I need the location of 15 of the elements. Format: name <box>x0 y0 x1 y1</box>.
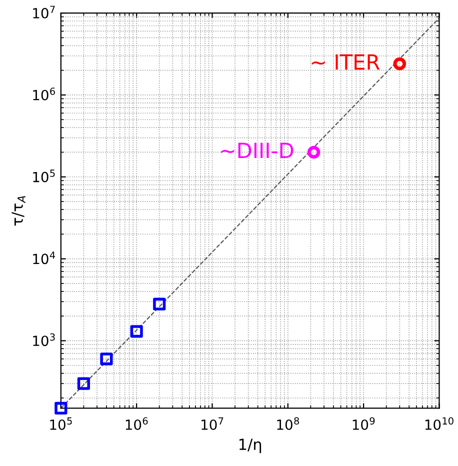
y-tick-label: 10$^{6}$ <box>33 88 55 100</box>
x-tick-label: 10$^{10}$ <box>425 417 454 430</box>
annotation: ~DIII-D <box>221 142 294 158</box>
x-tick-label: 10$^{9}$ <box>352 417 375 430</box>
y-tick-label: 10$^{7}$ <box>33 6 55 18</box>
y-axis-title: τ/τ$_{A}$ <box>12 196 26 226</box>
x-tick-label: 10$^{7}$ <box>202 417 224 430</box>
x-tick-label: 10$^{8}$ <box>277 417 300 430</box>
x-tick-label: 10$^{6}$ <box>126 417 148 430</box>
annotation: ~ ITER <box>312 54 380 70</box>
y-tick-label: 10$^{3}$ <box>33 333 55 346</box>
y-tick-label: 10$^{5}$ <box>33 170 55 182</box>
x-axis-title: 1/η <box>239 438 262 454</box>
y-tick-label: 10$^{4}$ <box>33 252 56 264</box>
x-tick-label: 10$^{5}$ <box>50 417 72 430</box>
